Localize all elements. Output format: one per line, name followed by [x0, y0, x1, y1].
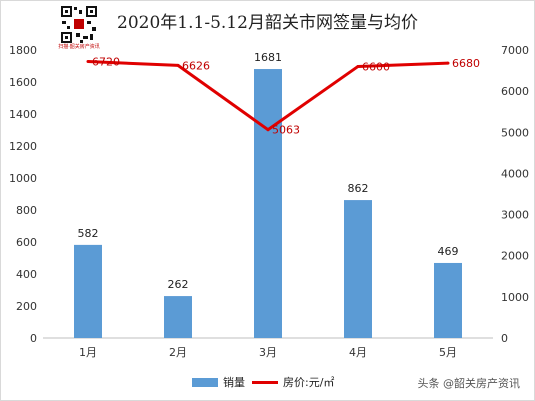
legend-item-sales: 销量: [192, 374, 245, 390]
bar-data-label: 1681: [254, 51, 282, 64]
price-data-label: 6626: [182, 59, 210, 72]
legend-item-price: 房价:元/㎡: [252, 374, 334, 390]
bar: [164, 296, 192, 338]
bar: [74, 244, 102, 338]
legend-swatch-sales: [192, 377, 218, 387]
y-right-tick-label: 5000: [501, 126, 529, 139]
watermark: 头条 @韶关房产资讯: [414, 374, 523, 392]
price-data-label: 5063: [272, 124, 300, 137]
x-tick-label: 2月: [169, 346, 187, 359]
qr-caption: 扫描·韶关房产资讯: [58, 44, 100, 50]
y-left-tick-label: 800: [16, 204, 37, 217]
y-left-tick-label: 1000: [9, 172, 37, 185]
y-left-tick-label: 400: [16, 268, 37, 281]
chart-legend: 销量 房价:元/㎡: [0, 374, 535, 390]
legend-swatch-price: [252, 380, 278, 384]
qr-code-icon: [60, 5, 98, 45]
bar: [344, 200, 372, 338]
y-right-tick-label: 3000: [501, 209, 529, 222]
price-data-label: 6720: [92, 56, 120, 69]
y-left-tick-label: 1400: [9, 108, 37, 121]
x-tick-label: 4月: [349, 346, 367, 359]
bar-data-label: 862: [348, 182, 369, 195]
bar: [254, 69, 282, 338]
price-point: [266, 128, 270, 132]
price-point: [86, 60, 90, 64]
bar-data-label: 582: [78, 227, 99, 240]
y-left-tick-label: 1600: [9, 76, 37, 89]
price-point: [446, 61, 450, 65]
price-point: [356, 64, 360, 68]
bar-data-label: 469: [438, 245, 459, 258]
y-right-tick-label: 1000: [501, 291, 529, 304]
bar: [434, 262, 462, 338]
y-right-tick-label: 7000: [501, 44, 529, 57]
y-left-tick-label: 1200: [9, 140, 37, 153]
x-tick-label: 5月: [439, 346, 457, 359]
y-left-tick-label: 1800: [9, 44, 37, 57]
legend-label-price: 房价:元/㎡: [283, 376, 335, 389]
y-left-tick-label: 0: [30, 332, 37, 345]
price-point: [176, 63, 180, 67]
bar-data-label: 262: [168, 278, 189, 291]
y-left-tick-label: 600: [16, 236, 37, 249]
y-right-tick-label: 6000: [501, 85, 529, 98]
price-data-label: 6680: [452, 57, 480, 70]
chart-title: 2020年1.1-5.12月韶关市网签量与均价: [117, 13, 418, 33]
legend-label-sales: 销量: [223, 376, 245, 389]
y-right-tick-label: 0: [501, 332, 508, 345]
price-data-label: 6600: [362, 60, 390, 73]
y-left-tick-label: 200: [16, 300, 37, 313]
y-right-tick-label: 2000: [501, 250, 529, 263]
x-tick-label: 1月: [79, 346, 97, 359]
y-right-tick-label: 4000: [501, 167, 529, 180]
x-tick-label: 3月: [259, 346, 277, 359]
